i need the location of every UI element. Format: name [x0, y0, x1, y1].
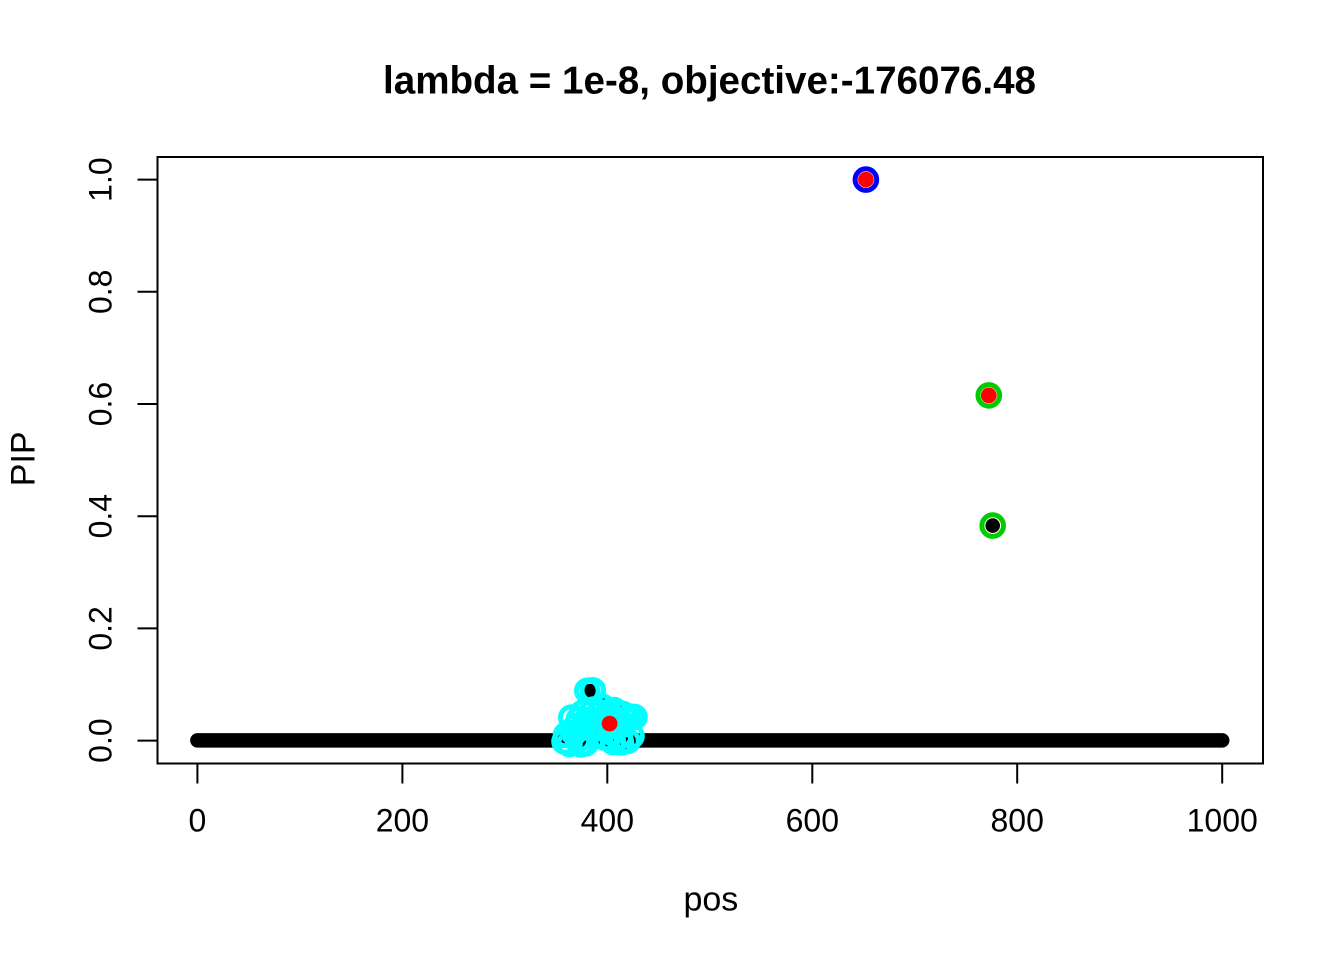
- svg-text:pos: pos: [683, 881, 738, 919]
- svg-text:800: 800: [991, 803, 1044, 839]
- svg-text:0: 0: [189, 803, 207, 839]
- svg-text:lambda = 1e-8, objective:-1760: lambda = 1e-8, objective:-176076.48: [383, 60, 1036, 103]
- svg-text:1.0: 1.0: [83, 157, 119, 201]
- svg-text:600: 600: [786, 803, 839, 839]
- svg-text:400: 400: [581, 803, 634, 839]
- svg-text:0.2: 0.2: [83, 606, 119, 650]
- svg-text:1000: 1000: [1187, 803, 1258, 839]
- svg-text:0.4: 0.4: [83, 494, 119, 538]
- svg-text:0.6: 0.6: [83, 382, 119, 426]
- svg-text:0.0: 0.0: [83, 718, 119, 762]
- svg-text:0.8: 0.8: [83, 270, 119, 314]
- svg-text:200: 200: [376, 803, 429, 839]
- svg-text:PIP: PIP: [5, 431, 43, 486]
